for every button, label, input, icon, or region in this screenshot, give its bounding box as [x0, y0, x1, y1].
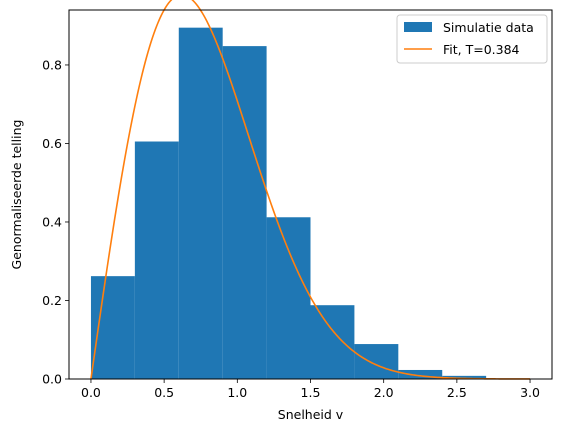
legend-label-simulatie-data: Simulatie data — [443, 20, 534, 35]
histogram-bar — [442, 375, 487, 379]
x-tick-label: 1.5 — [301, 385, 321, 400]
x-tick-label: 1.0 — [227, 385, 247, 400]
x-tick-label: 3.0 — [520, 385, 540, 400]
x-tick-label: 0.0 — [81, 385, 101, 400]
y-axis-label: Genormaliseerde telling — [9, 120, 24, 270]
x-tick-label: 2.0 — [374, 385, 394, 400]
histogram-bar — [266, 217, 311, 379]
legend: Simulatie data Fit, T=0.384 — [396, 14, 548, 64]
histogram-bar — [178, 27, 223, 380]
y-axis-ticks: 0.0 0.2 0.4 0.6 0.8 — [42, 57, 69, 387]
y-tick-label: 0.2 — [42, 293, 62, 308]
x-axis-ticks: 0.0 0.5 1.0 1.5 2.0 2.5 3.0 — [81, 379, 540, 400]
legend-swatch-simulatie-data — [404, 22, 432, 32]
legend-box — [396, 14, 548, 64]
y-tick-label: 0.4 — [42, 214, 62, 229]
y-tick-label: 0.8 — [42, 57, 62, 72]
histogram-bar — [354, 344, 399, 379]
legend-label-fit: Fit, T=0.384 — [443, 42, 520, 57]
x-tick-label: 0.5 — [154, 385, 174, 400]
y-tick-label: 0.0 — [42, 372, 62, 387]
histogram-bar — [310, 305, 355, 379]
histogram-bar — [134, 141, 179, 379]
x-axis-label: Snelheid v — [278, 407, 344, 422]
histogram-bars — [90, 27, 487, 380]
histogram-bar — [398, 369, 443, 379]
y-tick-label: 0.6 — [42, 136, 62, 151]
histogram-bar — [222, 46, 267, 379]
x-tick-label: 2.5 — [447, 385, 467, 400]
